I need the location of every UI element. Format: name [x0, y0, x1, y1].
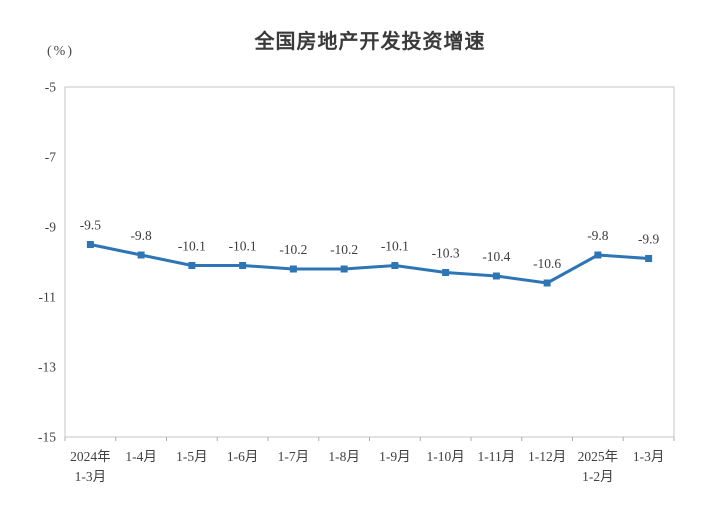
x-axis-label: 2025年 — [578, 449, 619, 464]
data-point-label: -10.1 — [229, 239, 257, 254]
y-tick-label: -5 — [45, 80, 56, 95]
data-point-label: -9.8 — [587, 228, 609, 243]
data-point-label: -10.2 — [330, 242, 358, 257]
data-point-marker — [86, 241, 94, 248]
data-point-label: -9.9 — [638, 232, 660, 247]
data-point-label: -9.5 — [80, 218, 102, 233]
x-axis-label: 1-8月 — [328, 449, 360, 464]
data-point-label: -10.1 — [381, 239, 409, 254]
data-point-marker — [543, 279, 551, 287]
data-point-marker — [340, 265, 348, 273]
x-axis-label: 1-7月 — [278, 449, 310, 464]
x-axis-label: 2024年 — [70, 449, 111, 464]
data-point-label: -10.4 — [482, 249, 510, 264]
data-point-label: -10.2 — [279, 242, 307, 257]
x-axis-label: 1-12月 — [528, 449, 566, 464]
y-tick-label: -13 — [38, 360, 56, 375]
data-point-label: -10.3 — [432, 246, 460, 261]
y-tick-label: -7 — [45, 150, 56, 165]
x-axis-label: 1-5月 — [176, 449, 208, 464]
x-axis-label: 1-9月 — [379, 449, 411, 464]
x-axis-label: 1-3月 — [633, 449, 665, 464]
series-line — [88, 243, 651, 285]
data-point-marker — [188, 262, 196, 269]
data-point-marker — [239, 262, 247, 269]
y-tick-label: -11 — [39, 290, 57, 305]
x-axis-label: 1-4月 — [125, 449, 157, 464]
x-axis-label: 1-6月 — [227, 449, 259, 464]
data-point-marker — [289, 265, 297, 273]
x-axis-label: 1-2月 — [582, 469, 614, 484]
x-axis-label: 1-10月 — [427, 449, 465, 464]
data-point-label: -9.8 — [130, 228, 152, 243]
data-point-marker — [492, 272, 500, 280]
data-point-marker — [137, 251, 145, 259]
data-point-marker — [391, 262, 399, 269]
y-axis-unit-label: (%) — [47, 44, 74, 59]
x-axis-label: 1-3月 — [75, 469, 107, 484]
chart-title: 全国房地产开发投资增速 — [254, 31, 486, 53]
data-point-label: -10.6 — [533, 256, 561, 271]
x-axis-label: 1-11月 — [478, 449, 516, 464]
data-point-marker — [442, 269, 450, 276]
data-point-label: -10.1 — [178, 239, 206, 254]
y-tick-label: -9 — [45, 220, 56, 235]
data-point-marker — [645, 255, 653, 262]
y-tick-label: -15 — [38, 430, 56, 445]
data-point-marker — [594, 251, 602, 259]
